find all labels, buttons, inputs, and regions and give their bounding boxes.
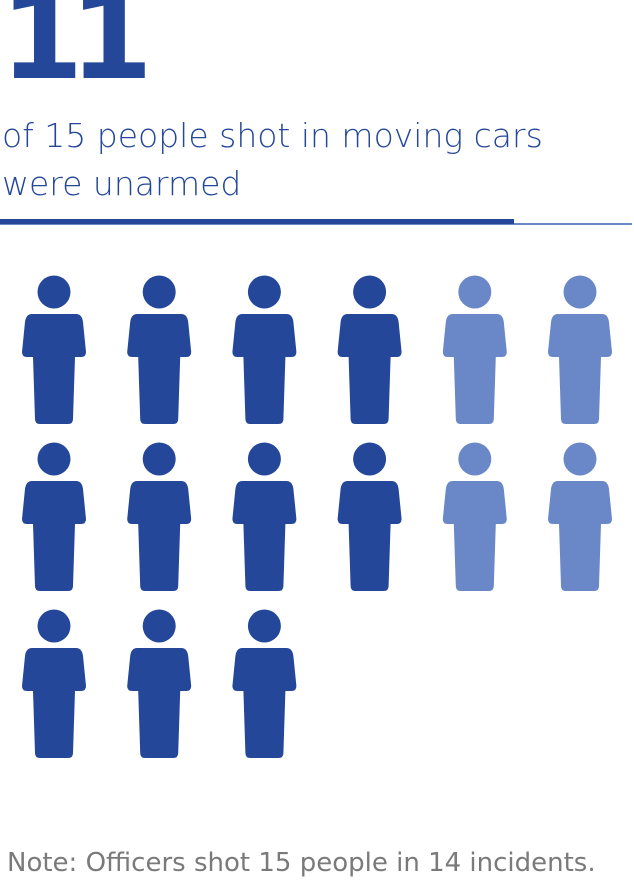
person-body: [548, 481, 612, 591]
person-body: [127, 648, 192, 758]
person-head: [247, 609, 281, 643]
person-body: [127, 314, 192, 424]
person-body: [22, 648, 86, 758]
person-body: [337, 314, 402, 424]
person-icon-unarmed: [232, 442, 297, 591]
person-body: [548, 314, 612, 424]
person-head: [37, 442, 71, 476]
person-head: [37, 609, 71, 643]
headline-text: of 15 people shot in moving cars were un…: [2, 116, 543, 203]
person-icon-unarmed: [22, 275, 86, 424]
person-head: [247, 275, 281, 309]
person-head: [142, 442, 176, 476]
headline-number: 11: [0, 0, 153, 107]
person-head: [458, 275, 492, 309]
person-icon-other: [548, 275, 612, 424]
person-icon-other: [442, 275, 507, 424]
person-head: [563, 442, 597, 476]
person-icon-unarmed: [22, 442, 86, 591]
person-icon-unarmed: [337, 275, 402, 424]
person-head: [458, 442, 492, 476]
person-icon-other: [442, 442, 507, 591]
person-body: [22, 314, 86, 424]
person-head: [563, 275, 597, 309]
person-icon-unarmed: [127, 609, 192, 758]
person-body: [232, 314, 297, 424]
divider-thick: [0, 219, 514, 224]
person-icon-unarmed: [127, 275, 192, 424]
person-head: [142, 609, 176, 643]
footnote: Note: Officers shot 15 people in 14 inci…: [7, 848, 596, 878]
divider-thin: [0, 223, 632, 225]
person-icon-other: [548, 442, 612, 591]
person-body: [337, 481, 402, 591]
person-body: [22, 481, 86, 591]
person-icon-unarmed: [232, 609, 297, 758]
person-icon-unarmed: [232, 275, 297, 424]
person-icon-unarmed: [337, 442, 402, 591]
person-head: [142, 275, 176, 309]
person-body: [232, 648, 297, 758]
person-head: [353, 275, 387, 309]
person-head: [37, 275, 71, 309]
person-head: [353, 442, 387, 476]
person-body: [442, 481, 507, 591]
person-icon-unarmed: [22, 609, 86, 758]
person-icon-unarmed: [127, 442, 192, 591]
person-body: [442, 314, 507, 424]
person-body: [232, 481, 297, 591]
person-head: [247, 442, 281, 476]
person-body: [127, 481, 192, 591]
